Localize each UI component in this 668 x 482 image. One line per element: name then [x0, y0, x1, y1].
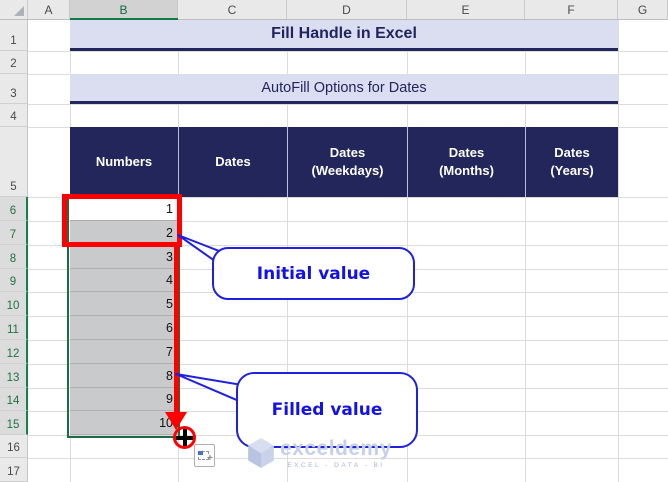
cell-b6[interactable]: 1 [70, 197, 178, 221]
gridline [28, 458, 668, 459]
red-circle-highlight [173, 426, 196, 449]
col-header-d[interactable]: D [287, 0, 407, 20]
gridline [28, 316, 668, 317]
row-header-6[interactable]: 6 [0, 197, 28, 221]
plus-icon: + [207, 453, 213, 464]
watermark-tagline: EXCEL - DATA - BI [287, 462, 385, 469]
cell-b12[interactable]: 7 [70, 340, 178, 364]
header-label-line2: (Weekdays) [311, 163, 384, 178]
gridline [28, 197, 668, 198]
table-header-numbers[interactable]: Numbers [70, 127, 178, 197]
red-highlight-box [62, 194, 182, 247]
header-label-line2: (Months) [439, 163, 494, 178]
row-header-10[interactable]: 10 [0, 292, 28, 316]
selected-column-underline [70, 17, 178, 20]
header-label: Dates [215, 153, 251, 169]
gridline [618, 20, 619, 482]
row-header-16[interactable]: 16 [0, 435, 28, 458]
red-drag-arrow-line [174, 246, 179, 413]
autofill-options-button[interactable]: + [194, 444, 215, 467]
gridline [28, 340, 668, 341]
red-drag-arrowhead-icon [165, 412, 187, 430]
cell-b13[interactable]: 8 [70, 364, 178, 388]
header-label: Numbers [95, 153, 153, 169]
gridline [28, 221, 668, 222]
col-header-g[interactable]: G [618, 0, 668, 20]
cell-b8[interactable]: 3 [70, 245, 178, 269]
row-header-5[interactable]: 5 [0, 127, 28, 197]
cell-b7[interactable]: 2 [70, 221, 178, 245]
watermark-cube-icon [248, 438, 274, 468]
callout-initial-value: Initial value [212, 247, 415, 300]
select-all-button[interactable] [0, 0, 28, 20]
watermark: exceldemy EXCEL - DATA - BI [248, 438, 392, 469]
gridline [28, 364, 668, 365]
page-title[interactable]: Fill Handle in Excel [70, 20, 618, 51]
row-header-1[interactable]: 1 [0, 20, 28, 51]
header-label: Dates [448, 144, 485, 160]
gridline [28, 245, 668, 246]
table-header-dates-months[interactable]: Dates (Months) [407, 127, 525, 197]
row-header-14[interactable]: 14 [0, 388, 28, 411]
gridline [28, 51, 668, 52]
row-header-13[interactable]: 13 [0, 364, 28, 388]
row-header-4[interactable]: 4 [0, 104, 28, 127]
header-label-line2: (Years) [550, 163, 594, 178]
row-header-7[interactable]: 7 [0, 221, 28, 245]
col-header-c[interactable]: C [178, 0, 287, 20]
cell-b10[interactable]: 5 [70, 292, 178, 316]
gridline [28, 104, 668, 105]
cell-b11[interactable]: 6 [70, 316, 178, 340]
cell-b14[interactable]: 9 [70, 388, 178, 411]
row-header-8[interactable]: 8 [0, 245, 28, 269]
row-header-12[interactable]: 12 [0, 340, 28, 364]
watermark-brand-name: exceldemy [280, 437, 392, 460]
row-header-17[interactable]: 17 [0, 458, 28, 482]
row-header-11[interactable]: 11 [0, 316, 28, 340]
col-header-f[interactable]: F [525, 0, 618, 20]
row-header-15[interactable]: 15 [0, 411, 28, 435]
table-header-dates-weekdays[interactable]: Dates (Weekdays) [287, 127, 407, 197]
col-header-a[interactable]: A [28, 0, 70, 20]
row-header-9[interactable]: 9 [0, 269, 28, 292]
header-label: Dates [554, 144, 590, 160]
table-header-dates[interactable]: Dates [178, 127, 287, 197]
select-all-triangle-icon [14, 6, 24, 16]
autofill-options-icon [198, 451, 209, 460]
callout-filled-value: Filled value [236, 372, 418, 448]
cell-b9[interactable]: 4 [70, 269, 178, 292]
row-header-2[interactable]: 2 [0, 51, 28, 74]
autofill-options-icon-fill [198, 451, 203, 455]
table-header-dates-years[interactable]: Dates (Years) [525, 127, 618, 197]
section-subtitle[interactable]: AutoFill Options for Dates [70, 74, 618, 104]
row-header-3[interactable]: 3 [0, 74, 28, 104]
header-label: Dates [329, 144, 366, 160]
col-header-e[interactable]: E [407, 0, 525, 20]
gridline [525, 20, 526, 482]
